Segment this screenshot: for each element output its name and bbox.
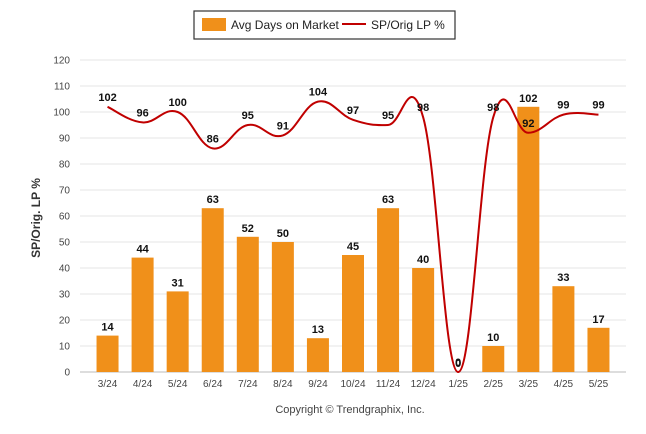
bar-8/24 [271, 242, 294, 372]
line-series [107, 96, 599, 374]
x-tick-label: 3/24 [98, 379, 118, 390]
line-label-5/24: 100 [168, 97, 186, 109]
bar-2/25 [482, 346, 505, 372]
x-tick-label: 7/24 [238, 379, 258, 390]
bar-label-8/24: 50 [277, 228, 289, 240]
line-label-3/25: 92 [522, 118, 534, 130]
x-tick-label: 9/24 [308, 379, 328, 390]
x-tick-label: 2/25 [484, 379, 504, 390]
bar-6/24 [201, 208, 224, 372]
y-tick-label: 40 [59, 264, 71, 275]
line-label-8/24: 91 [277, 120, 289, 132]
x-tick-label: 6/24 [203, 379, 223, 390]
bars [96, 106, 610, 373]
line-sp-orig-lp [107, 96, 599, 374]
x-tick-label: 11/24 [376, 379, 401, 390]
line-label-11/24: 95 [382, 110, 394, 122]
y-axis-title: SP/Orig. LP % [29, 178, 43, 258]
y-tick-label: 20 [59, 316, 71, 327]
bar-12/24 [412, 268, 435, 372]
y-tick-label: 30 [59, 290, 71, 301]
y-tick-label: 90 [59, 134, 71, 145]
bar-label-4/25: 33 [557, 272, 569, 284]
y-tick-label: 0 [64, 368, 70, 379]
x-tick-label: 12/24 [411, 379, 436, 390]
y-tick-label: 60 [59, 212, 71, 223]
x-tick-label: 1/25 [448, 379, 468, 390]
legend-bar-swatch [202, 18, 226, 31]
bar-label-10/24: 45 [347, 241, 359, 253]
bar-5/24 [166, 291, 189, 372]
bar-3/24 [96, 335, 119, 372]
bar-5/25 [587, 327, 610, 372]
bar-label-5/25: 17 [592, 314, 604, 326]
y-tick-label: 70 [59, 186, 71, 197]
x-tick-label: 5/24 [168, 379, 188, 390]
line-label-3/24: 102 [98, 92, 116, 104]
bar-11/24 [377, 208, 400, 372]
y-tick-label: 120 [53, 56, 70, 67]
data-labels: 102 96 100 86 95 91 104 97 95 98 0 98 92 99 99 14 44 31 63… [98, 87, 604, 370]
legend-line-label: SP/Orig LP % [371, 18, 445, 32]
line-label-6/24: 86 [207, 133, 219, 145]
line-label-2/25: 98 [487, 102, 499, 114]
y-tick-label: 10 [59, 342, 71, 353]
line-label-12/24: 98 [417, 102, 429, 114]
line-label-7/24: 95 [242, 110, 254, 122]
bar-label-3/24: 14 [101, 322, 114, 334]
bar-label-1/25: 0 [455, 358, 461, 370]
x-tick-labels: 3/24 4/24 5/24 6/24 7/24 8/24 9/24 10/24 11/24 12… [98, 379, 609, 390]
line-label-4/24: 96 [136, 107, 148, 119]
bar-label-11/24: 63 [382, 194, 394, 206]
copyright-text: Copyright © Trendgraphix, Inc. [275, 404, 424, 416]
bar-label-6/24: 63 [207, 194, 219, 206]
y-tick-label: 80 [59, 160, 71, 171]
line-label-4/25: 99 [557, 100, 569, 112]
legend-bar-label: Avg Days on Market [231, 18, 339, 32]
bar-4/24 [131, 257, 154, 372]
x-tick-label: 8/24 [273, 379, 293, 390]
y-tick-labels: 0 10 20 30 40 50 60 70 80 90 100 110 120 [53, 56, 70, 379]
x-tick-label: 3/25 [519, 379, 539, 390]
y-tick-label: 110 [54, 82, 70, 93]
bar-4/25 [552, 286, 575, 372]
legend: Avg Days on Market SP/Orig LP % [193, 10, 456, 40]
bar-9/24 [306, 338, 329, 372]
bar-3/25 [517, 106, 540, 373]
bar-label-9/24: 13 [312, 324, 324, 336]
bar-label-4/24: 44 [136, 244, 149, 256]
x-tick-label: 10/24 [340, 379, 365, 390]
bar-label-7/24: 52 [242, 223, 254, 235]
line-label-10/24: 97 [347, 105, 359, 117]
line-label-5/25: 99 [592, 100, 604, 112]
bar-label-12/24: 40 [417, 254, 429, 266]
y-tick-label: 50 [59, 238, 71, 249]
x-tick-label: 4/25 [554, 379, 574, 390]
x-tick-label: 5/25 [589, 379, 609, 390]
line-label-9/24: 104 [309, 87, 328, 99]
x-tick-label: 4/24 [133, 379, 153, 390]
y-tick-label: 100 [53, 108, 70, 119]
legend-box [193, 10, 456, 40]
bar-label-5/24: 31 [172, 277, 184, 289]
bar-10/24 [342, 255, 364, 372]
bar-label-3/25: 102 [519, 93, 537, 105]
line-label-1/25: 0 [455, 357, 461, 369]
bar-label-2/25: 10 [487, 332, 499, 344]
bar-7/24 [236, 236, 259, 372]
